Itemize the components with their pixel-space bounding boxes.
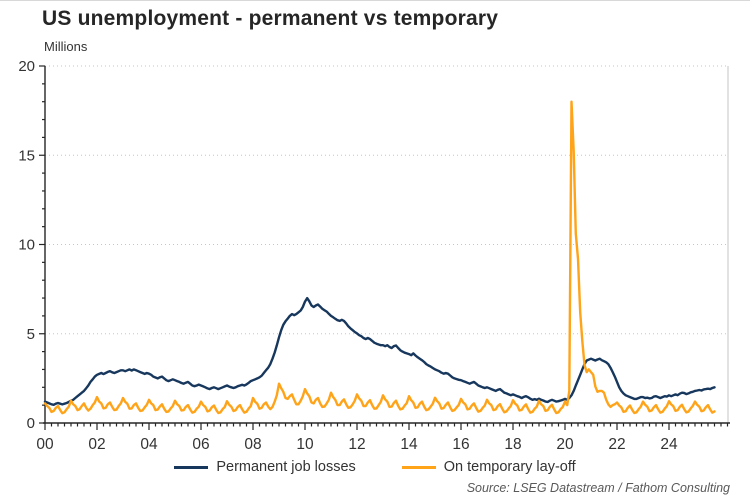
legend-label-temporary: On temporary lay-off [443, 459, 576, 475]
x-tick-label: 10 [296, 436, 314, 453]
y-axis-ticks: 0 5 10 15 20 [18, 58, 45, 432]
y-tick-label: 15 [18, 147, 35, 164]
legend-label-permanent: Permanent job losses [216, 459, 356, 475]
source-attribution: Source: LSEG Datastream / Fathom Consult… [466, 481, 730, 495]
x-tick-label: 08 [244, 436, 261, 453]
axes [43, 66, 730, 424]
y-tick-label: 10 [18, 237, 35, 254]
y-tick-label: 20 [18, 58, 35, 75]
series-line-temporary [43, 100, 716, 415]
x-tick-label: 06 [192, 436, 209, 453]
x-tick-label: 14 [400, 436, 418, 453]
x-tick-label: 16 [452, 436, 469, 453]
x-tick-label: 12 [348, 436, 365, 453]
legend-item-temporary: On temporary lay-off [401, 459, 576, 475]
chart-legend: Permanent job losses On temporary lay-of… [0, 459, 750, 475]
temporary-line-swatch [401, 465, 436, 469]
x-tick-label: 02 [88, 436, 105, 453]
permanent-line-swatch [174, 465, 209, 469]
x-axis-ticks: 00 02 04 06 08 10 12 14 16 18 20 22 24 [36, 423, 729, 453]
x-tick-label: 00 [36, 436, 54, 453]
gridlines [45, 65, 728, 335]
chart-title: US unemployment - permanent vs temporary [42, 7, 499, 30]
y-tick-label: 0 [27, 415, 35, 432]
y-axis-units-label: Millions [44, 39, 88, 54]
x-tick-label: 18 [504, 436, 521, 453]
series-permanent [43, 296, 716, 406]
x-tick-label: 20 [556, 436, 574, 453]
series-temporary [43, 100, 716, 415]
x-tick-label: 22 [608, 436, 625, 453]
series-line-permanent [43, 296, 716, 406]
y-tick-label: 5 [27, 326, 35, 343]
x-tick-label: 24 [660, 436, 678, 453]
x-tick-label: 04 [140, 436, 158, 453]
legend-item-permanent: Permanent job losses [174, 459, 356, 475]
